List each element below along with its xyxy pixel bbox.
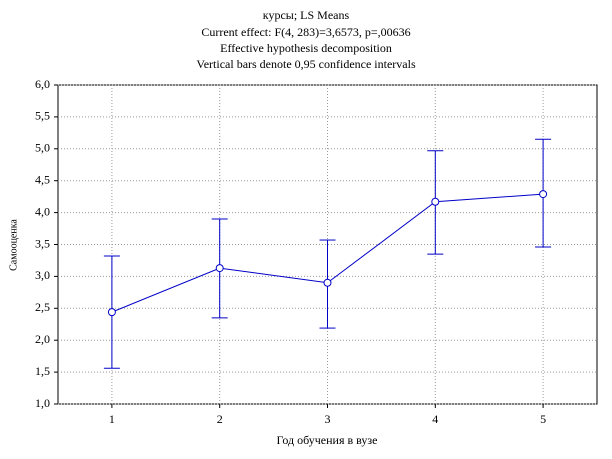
y-tick-label: 1,5 bbox=[35, 364, 50, 378]
data-point bbox=[107, 308, 116, 317]
y-tick-label: 3,0 bbox=[35, 268, 50, 282]
x-tick-label: 4 bbox=[432, 412, 438, 426]
y-tick-label: 2,0 bbox=[35, 332, 50, 346]
y-tick-label: 4,0 bbox=[35, 204, 50, 218]
data-point bbox=[431, 197, 440, 206]
y-tick-label: 5,0 bbox=[35, 141, 50, 155]
y-tick-label: 6,0 bbox=[35, 77, 50, 91]
y-axis-label: Самооценка bbox=[8, 219, 19, 271]
data-point bbox=[539, 190, 548, 199]
data-point bbox=[215, 264, 224, 273]
y-tick-label: 2,5 bbox=[35, 300, 50, 314]
x-tick-label: 1 bbox=[109, 412, 115, 426]
chart-subtitle: Vertical bars denote 0,95 confidence int… bbox=[196, 57, 416, 71]
y-tick-label: 1,0 bbox=[35, 396, 50, 410]
chart-subtitle: Current effect: F(4, 283)=3,6573, p=,006… bbox=[201, 25, 410, 39]
chart-subtitle: Effective hypothesis decomposition bbox=[220, 41, 392, 55]
x-axis-label: Год обучения в вузе bbox=[276, 433, 377, 447]
chart-title: курсы; LS Means bbox=[263, 8, 350, 22]
y-tick-label: 5,5 bbox=[35, 109, 50, 123]
y-tick-label: 4,5 bbox=[35, 172, 50, 186]
y-tick-label: 3,5 bbox=[35, 236, 50, 250]
x-tick-label: 5 bbox=[540, 412, 546, 426]
x-tick-label: 2 bbox=[217, 412, 223, 426]
x-tick-label: 3 bbox=[325, 412, 331, 426]
data-point bbox=[323, 278, 332, 287]
